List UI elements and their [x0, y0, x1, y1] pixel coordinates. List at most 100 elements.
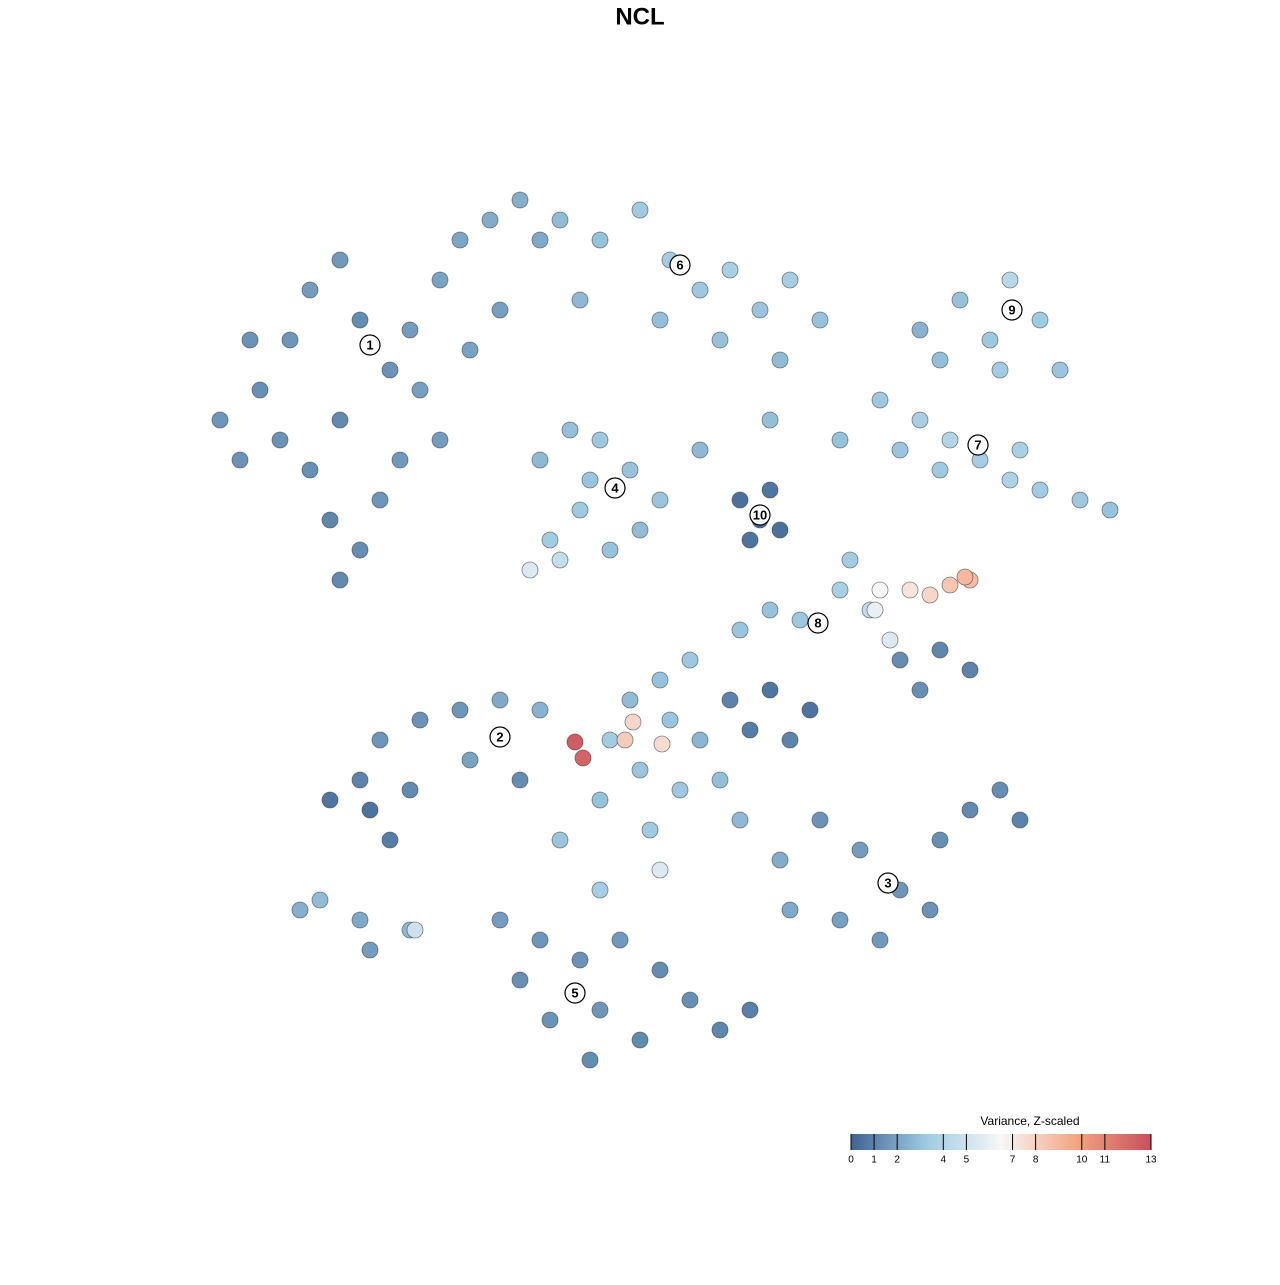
point [451, 701, 469, 719]
point [541, 531, 559, 549]
point [511, 771, 529, 789]
point [331, 571, 349, 589]
point [631, 201, 649, 219]
point [891, 651, 909, 669]
colorbar-tick-label: 1 [871, 1155, 877, 1166]
point [941, 431, 959, 449]
point [351, 911, 369, 929]
point [611, 931, 629, 949]
colorbar-tick-label: 7 [1010, 1155, 1016, 1166]
point [574, 749, 592, 767]
point [571, 291, 589, 309]
point [741, 721, 759, 739]
point [401, 321, 419, 339]
point [401, 781, 419, 799]
point [661, 711, 679, 729]
point [371, 731, 389, 749]
point [391, 451, 409, 469]
point [761, 481, 779, 499]
point [956, 568, 974, 586]
point [361, 941, 379, 959]
point [831, 431, 849, 449]
cluster-label-bg [564, 982, 586, 1004]
point [621, 461, 639, 479]
point [921, 586, 939, 604]
point [531, 931, 549, 949]
cluster-label: 8 [814, 615, 821, 630]
point [931, 461, 949, 479]
cluster-label-bg [359, 334, 381, 356]
point [921, 901, 939, 919]
point [271, 431, 289, 449]
point [931, 641, 949, 659]
point [751, 301, 769, 319]
cluster-label-bg [489, 726, 511, 748]
point [571, 501, 589, 519]
colorbar-tick-label: 13 [1145, 1155, 1157, 1166]
point [301, 461, 319, 479]
point [601, 731, 619, 749]
point [601, 541, 619, 559]
point [311, 891, 329, 909]
cluster-label-bg [1001, 299, 1023, 321]
point [741, 1001, 759, 1019]
point [321, 791, 339, 809]
colorbar-tick-label: 0 [848, 1155, 854, 1166]
point [681, 651, 699, 669]
point [571, 951, 589, 969]
cluster-label: 5 [571, 985, 578, 1000]
point [651, 861, 669, 879]
point [1051, 361, 1069, 379]
point [771, 521, 789, 539]
point [741, 531, 759, 549]
colorbar-tick-label: 4 [941, 1155, 947, 1166]
point [731, 621, 749, 639]
point [411, 711, 429, 729]
point [531, 451, 549, 469]
point [551, 551, 569, 569]
colorbar-tick-label: 8 [1033, 1155, 1039, 1166]
point [371, 491, 389, 509]
point [651, 311, 669, 329]
point [931, 351, 949, 369]
point [761, 681, 779, 699]
point [631, 521, 649, 539]
point [671, 781, 689, 799]
point [431, 431, 449, 449]
point [653, 735, 671, 753]
point [1031, 311, 1049, 329]
point [551, 211, 569, 229]
point [1071, 491, 1089, 509]
point [851, 841, 869, 859]
point [361, 801, 379, 819]
point [531, 231, 549, 249]
point [591, 791, 609, 809]
point [771, 351, 789, 369]
point [711, 771, 729, 789]
point [651, 671, 669, 689]
point [531, 701, 549, 719]
point [211, 411, 229, 429]
point [866, 601, 884, 619]
point [691, 441, 709, 459]
point [491, 691, 509, 709]
point [331, 411, 349, 429]
point [381, 831, 399, 849]
point [711, 1021, 729, 1039]
cluster-label: 1 [366, 337, 373, 352]
point [991, 361, 1009, 379]
point [731, 491, 749, 509]
point [871, 581, 889, 599]
point [351, 771, 369, 789]
point [541, 1011, 559, 1029]
point [911, 411, 929, 429]
colorbar [851, 1134, 1151, 1150]
point [1011, 441, 1029, 459]
colorbar-title: Variance, Z-scaled [980, 1114, 1079, 1128]
point [281, 331, 299, 349]
cluster-label-bg [967, 434, 989, 456]
point [521, 561, 539, 579]
point [911, 321, 929, 339]
point [941, 576, 959, 594]
point [581, 471, 599, 489]
